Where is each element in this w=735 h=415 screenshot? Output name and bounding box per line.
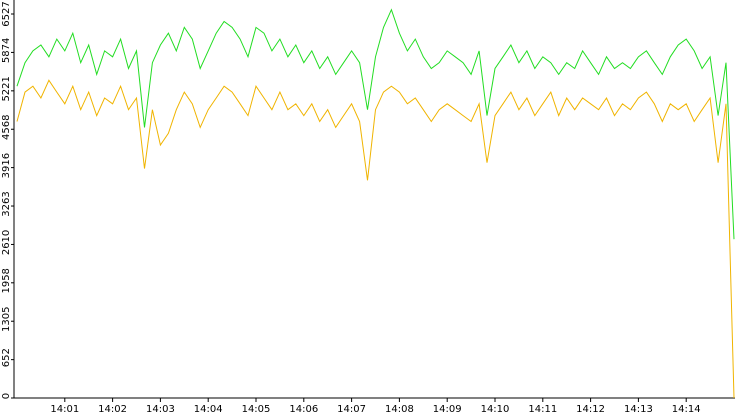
y-tick-label: 1958	[1, 268, 12, 293]
x-tick-label: 14:09	[433, 404, 462, 415]
series-line	[16, 79, 735, 399]
x-tick-label: 14:07	[337, 404, 366, 415]
x-tick-label: 14:08	[385, 404, 414, 415]
x-tick-label: 14:01	[50, 404, 79, 415]
y-tick-label: 1305	[1, 306, 12, 331]
y-tick-label: 652	[1, 348, 12, 367]
y-tick-label: 3263	[1, 191, 12, 216]
y-tick-label: 5874	[1, 38, 12, 63]
y-tick-label: 4568	[1, 115, 12, 140]
y-tick-label: 5221	[1, 76, 12, 101]
x-tick-label: 14:06	[289, 404, 318, 415]
x-tick-label: 14:14	[672, 404, 701, 415]
y-tick-label: 0	[1, 393, 12, 399]
y-tick-label: 3916	[1, 153, 12, 178]
x-tick-label: 14:10	[481, 404, 510, 415]
series-line	[16, 8, 735, 240]
y-tick-label: 6527	[1, 1, 12, 26]
x-tick-label: 14:02	[98, 404, 127, 415]
x-tick-label: 14:12	[576, 404, 605, 415]
x-tick-label: 14:03	[146, 404, 175, 415]
y-tick-label: 2610	[1, 230, 12, 255]
x-tick-label: 14:13	[624, 404, 653, 415]
x-tick-label: 14:05	[242, 404, 271, 415]
x-tick-label: 14:04	[194, 404, 223, 415]
x-tick-label: 14:11	[528, 404, 557, 415]
